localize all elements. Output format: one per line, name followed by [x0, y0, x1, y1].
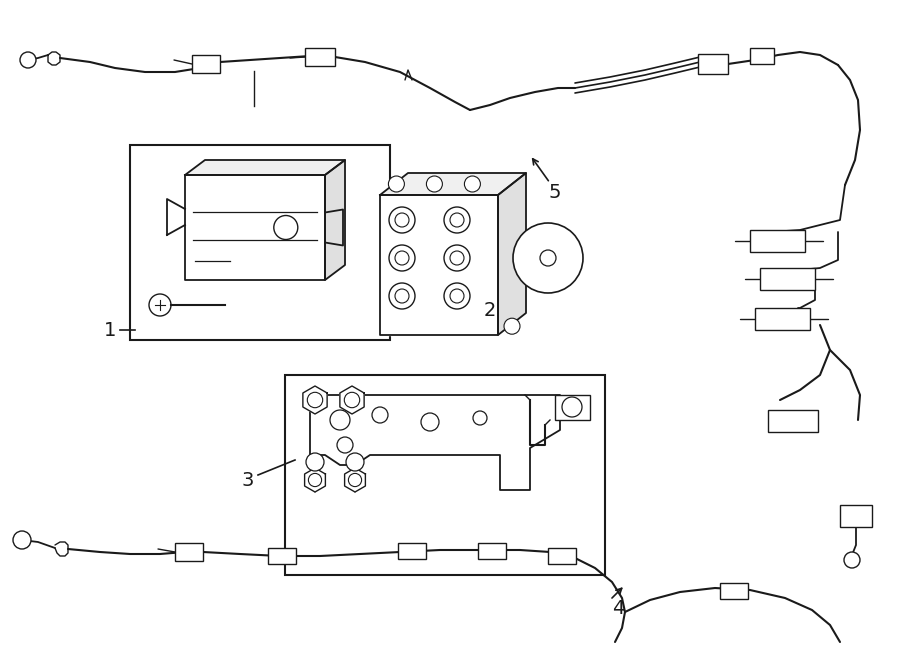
- Polygon shape: [185, 175, 325, 280]
- Polygon shape: [310, 395, 560, 490]
- Circle shape: [389, 245, 415, 271]
- Text: 2: 2: [484, 301, 496, 319]
- Circle shape: [450, 213, 464, 227]
- Circle shape: [274, 215, 298, 239]
- Bar: [555, 395, 590, 420]
- Bar: [478, 543, 506, 559]
- Text: 3: 3: [242, 471, 254, 490]
- Bar: [720, 583, 748, 599]
- Circle shape: [464, 176, 481, 192]
- Circle shape: [395, 289, 409, 303]
- Polygon shape: [345, 468, 365, 492]
- Circle shape: [844, 552, 860, 568]
- Polygon shape: [185, 160, 345, 175]
- Bar: [285, 375, 605, 575]
- Circle shape: [330, 410, 350, 430]
- Circle shape: [473, 411, 487, 425]
- Bar: [750, 48, 774, 64]
- Circle shape: [389, 176, 404, 192]
- Circle shape: [421, 413, 439, 431]
- Polygon shape: [340, 386, 364, 414]
- Polygon shape: [380, 173, 526, 195]
- Circle shape: [345, 392, 360, 408]
- Circle shape: [346, 453, 364, 471]
- Circle shape: [540, 250, 556, 266]
- Polygon shape: [304, 468, 326, 492]
- Text: 5: 5: [549, 182, 562, 202]
- Bar: [840, 505, 872, 527]
- Bar: [175, 543, 203, 561]
- Bar: [548, 548, 576, 564]
- Bar: [768, 410, 818, 432]
- Circle shape: [13, 531, 31, 549]
- Circle shape: [309, 473, 321, 486]
- Text: 1: 1: [104, 321, 116, 340]
- Circle shape: [20, 52, 36, 68]
- Circle shape: [450, 289, 464, 303]
- Circle shape: [513, 223, 583, 293]
- Circle shape: [562, 397, 582, 417]
- Circle shape: [444, 207, 470, 233]
- Polygon shape: [498, 173, 526, 335]
- Bar: [755, 308, 810, 330]
- Text: 4: 4: [612, 598, 625, 617]
- Bar: [192, 55, 220, 73]
- Circle shape: [395, 213, 409, 227]
- Polygon shape: [303, 386, 327, 414]
- Bar: [305, 48, 335, 66]
- Circle shape: [504, 318, 520, 334]
- Circle shape: [444, 245, 470, 271]
- Circle shape: [307, 392, 323, 408]
- Bar: [398, 543, 426, 559]
- Circle shape: [306, 453, 324, 471]
- Bar: [268, 548, 296, 564]
- Bar: [130, 145, 390, 340]
- Circle shape: [389, 207, 415, 233]
- Circle shape: [348, 473, 362, 486]
- Bar: [698, 54, 728, 74]
- Bar: [750, 230, 805, 252]
- Circle shape: [427, 176, 443, 192]
- Circle shape: [450, 251, 464, 265]
- Circle shape: [395, 251, 409, 265]
- Bar: [760, 268, 815, 290]
- Circle shape: [389, 283, 415, 309]
- Circle shape: [337, 437, 353, 453]
- Circle shape: [372, 407, 388, 423]
- Circle shape: [444, 283, 470, 309]
- Polygon shape: [380, 195, 498, 335]
- Polygon shape: [325, 160, 345, 280]
- Circle shape: [149, 294, 171, 316]
